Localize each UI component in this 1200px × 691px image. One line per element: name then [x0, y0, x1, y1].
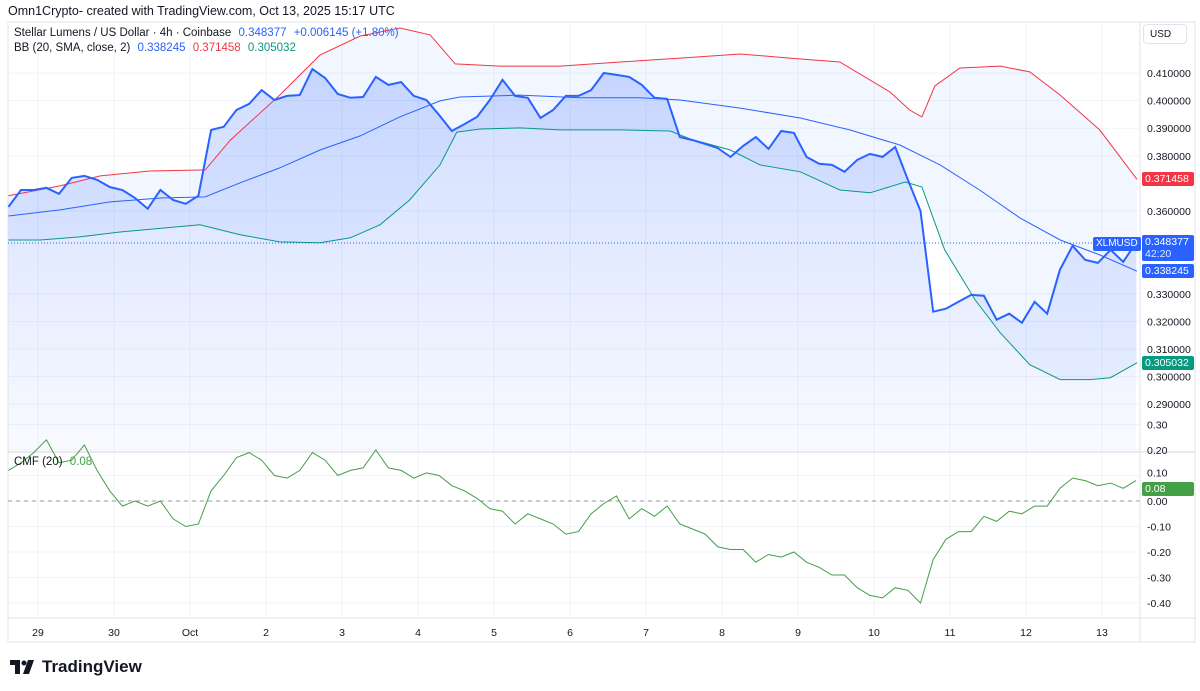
price-axis-label: 0.310000 — [1147, 344, 1191, 356]
last-price-tag: 0.348377 42:20 — [1142, 235, 1194, 261]
price-axis-label: 0.380000 — [1147, 151, 1191, 163]
time-axis-label: 11 — [945, 627, 956, 639]
price-area-fill — [8, 69, 1136, 450]
bb-basis-value: 0.338245 — [137, 42, 186, 54]
time-axis-label: 5 — [491, 627, 497, 639]
cmf-axis-label: -0.20 — [1147, 547, 1171, 559]
symbol-legend[interactable]: Stellar Lumens / US Dollar · 4h · Coinba… — [14, 27, 403, 39]
last-price: 0.348377 — [238, 27, 287, 39]
bb-lower-line — [8, 127, 1138, 381]
symbol-title: Stellar Lumens / US Dollar · 4h · Coinba… — [14, 27, 232, 39]
time-axis-label: Oct — [182, 627, 198, 639]
time-axis-label: 30 — [108, 627, 120, 639]
time-axis-label: 3 — [339, 627, 345, 639]
cmf-axis-label: 0.30 — [1147, 420, 1168, 432]
bb-lower-value: 0.305032 — [247, 42, 296, 54]
price-axis-label: 0.410000 — [1147, 68, 1191, 80]
cmf-legend[interactable]: CMF (20) 0.08 — [14, 456, 96, 468]
tradingview-logo-icon — [10, 660, 34, 674]
tradingview-logo-text: TradingView — [42, 657, 142, 676]
price-change: +0.006145 (+1.80%) — [293, 27, 399, 39]
price-axis-label: 0.390000 — [1147, 123, 1191, 135]
time-axis-label: 7 — [643, 627, 649, 639]
price-axis-label: 0.400000 — [1147, 96, 1191, 108]
time-axis-label: 9 — [795, 627, 801, 639]
price-axis-label: 0.300000 — [1147, 372, 1191, 384]
chart-frame — [7, 21, 1196, 643]
time-axis-label: 29 — [32, 627, 44, 639]
cmf-axis-label: -0.40 — [1147, 598, 1171, 610]
price-line — [7, 67, 1137, 325]
cmf-label: CMF (20) — [14, 456, 63, 468]
cmf-tag: 0.08 — [1142, 482, 1194, 496]
time-axis-label: 13 — [1096, 627, 1108, 639]
bb-upper-value: 0.371458 — [192, 42, 241, 54]
price-axis-label: 0.290000 — [1147, 399, 1191, 411]
price-axis-label: 0.360000 — [1147, 206, 1191, 218]
cmf-axis-label: 0.00 — [1147, 496, 1168, 508]
time-axis-label: 4 — [415, 627, 421, 639]
cmf-axis-label: 0.20 — [1147, 445, 1168, 457]
price-axis-label: 0.320000 — [1147, 316, 1191, 328]
tradingview-logo[interactable]: TradingView — [10, 657, 142, 677]
chart-credit: Omn1Crypto- created with TradingView.com… — [8, 4, 395, 18]
bb-basis-tag: 0.338245 — [1142, 264, 1194, 278]
last-price-tag-value: 0.348377 — [1145, 236, 1189, 248]
cmf-axis-label: -0.30 — [1147, 573, 1171, 585]
bb-upper-tag: 0.371458 — [1142, 172, 1194, 186]
bb-label: BB (20, SMA, close, 2) — [14, 42, 131, 54]
cmf-axis-label: -0.10 — [1147, 522, 1171, 534]
time-axis-label: 12 — [1020, 627, 1032, 639]
cmf-value: 0.08 — [69, 456, 93, 468]
price-axis-label: 0.330000 — [1147, 289, 1191, 301]
currency-button[interactable]: USD — [1143, 24, 1187, 44]
time-axis-label: 8 — [719, 627, 725, 639]
bb-upper-line — [8, 27, 1138, 197]
symbol-tag: XLMUSD — [1093, 237, 1141, 251]
bar-countdown: 42:20 — [1145, 248, 1172, 260]
bb-lower-tag: 0.305032 — [1142, 356, 1194, 370]
cmf-axis-label: 0.10 — [1147, 468, 1168, 480]
time-axis-label: 6 — [567, 627, 573, 639]
bb-basis-line — [8, 94, 1138, 272]
time-axis-label: 10 — [868, 627, 880, 639]
time-axis-label: 2 — [263, 627, 269, 639]
bb-legend[interactable]: BB (20, SMA, close, 2) 0.338245 0.371458… — [14, 42, 300, 54]
cmf-line — [8, 438, 1137, 604]
